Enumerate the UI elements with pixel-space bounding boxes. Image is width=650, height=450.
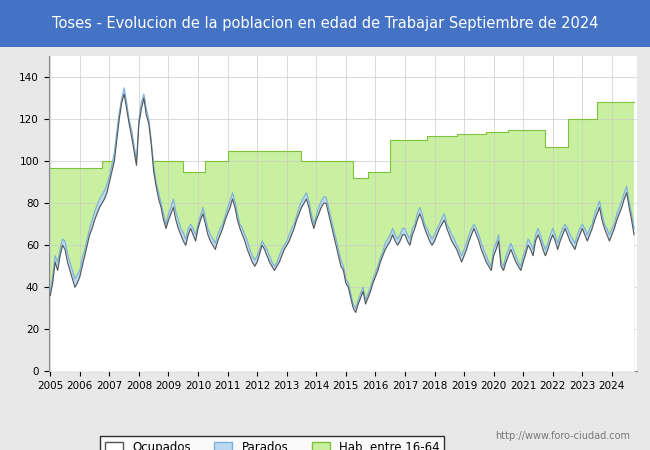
Text: Toses - Evolucion de la poblacion en edad de Trabajar Septiembre de 2024: Toses - Evolucion de la poblacion en eda… <box>52 16 598 31</box>
Text: http://www.foro-ciudad.com: http://www.foro-ciudad.com <box>495 431 630 441</box>
Legend: Ocupados, Parados, Hab. entre 16-64: Ocupados, Parados, Hab. entre 16-64 <box>100 436 445 450</box>
